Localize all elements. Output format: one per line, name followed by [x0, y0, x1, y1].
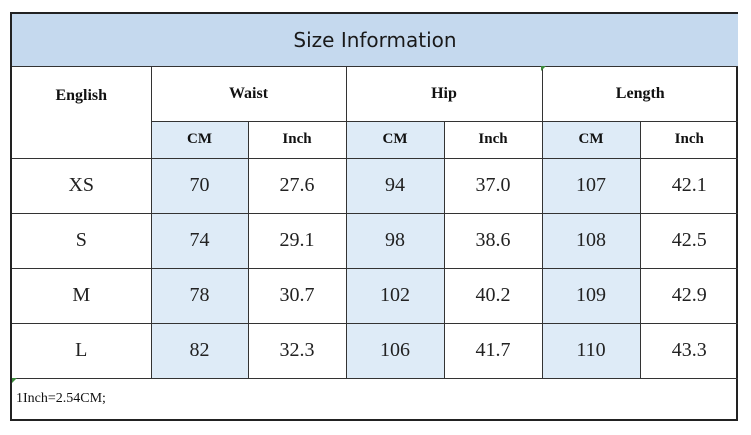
table-row: L 82 32.3 106 41.7 110 43.3 [12, 322, 738, 379]
value-cell: 27.6 [247, 157, 347, 214]
unit-row: CM Inch CM Inch CM Inch [12, 120, 738, 159]
unit-header: CM [541, 120, 641, 159]
cell-marker [541, 66, 546, 71]
waist-header: Waist [150, 65, 347, 122]
value-cell: 32.3 [247, 322, 347, 379]
value-cell: 41.7 [443, 322, 543, 379]
size-cell: M [12, 267, 152, 324]
value-cell: 29.1 [247, 212, 347, 269]
value-cell: 107 [541, 157, 641, 214]
table-row: M 78 30.7 102 40.2 109 42.9 [12, 267, 738, 324]
value-cell: 74 [150, 212, 249, 269]
table-row: XS 70 27.6 94 37.0 107 42.1 [12, 157, 738, 214]
value-cell: 108 [541, 212, 641, 269]
size-chart: Size Information English Waist Hip Lengt… [10, 12, 738, 421]
unit-header: CM [345, 120, 445, 159]
header-row: English Waist Hip Length [12, 65, 738, 159]
unit-header: CM [150, 120, 249, 159]
size-cell: XS [12, 157, 152, 214]
value-cell: 94 [345, 157, 445, 214]
unit-header: Inch [443, 120, 543, 159]
value-cell: 42.9 [639, 267, 738, 324]
size-cell: S [12, 212, 152, 269]
unit-header: Inch [247, 120, 347, 159]
size-table: Size Information English Waist Hip Lengt… [12, 14, 738, 420]
value-cell: 38.6 [443, 212, 543, 269]
value-cell: 78 [150, 267, 249, 324]
length-header: Length [541, 65, 738, 122]
unit-header: Inch [639, 120, 738, 159]
value-cell: 30.7 [247, 267, 347, 324]
table-title: Size Information [12, 14, 738, 67]
table-row: S 74 29.1 98 38.6 108 42.5 [12, 212, 738, 269]
value-cell: 37.0 [443, 157, 543, 214]
value-cell: 109 [541, 267, 641, 324]
value-cell: 110 [541, 322, 641, 379]
hip-header: Hip [345, 65, 543, 122]
value-cell: 98 [345, 212, 445, 269]
value-cell: 106 [345, 322, 445, 379]
value-cell: 82 [150, 322, 249, 379]
value-cell: 42.1 [639, 157, 738, 214]
value-cell: 43.3 [639, 322, 738, 379]
value-cell: 102 [345, 267, 445, 324]
size-cell: L [12, 322, 152, 379]
conversion-note: 1Inch=2.54CM; [12, 377, 738, 420]
value-cell: 42.5 [639, 212, 738, 269]
size-header: English [12, 65, 152, 159]
value-cell: 70 [150, 157, 249, 214]
value-cell: 40.2 [443, 267, 543, 324]
cell-marker [12, 378, 17, 383]
